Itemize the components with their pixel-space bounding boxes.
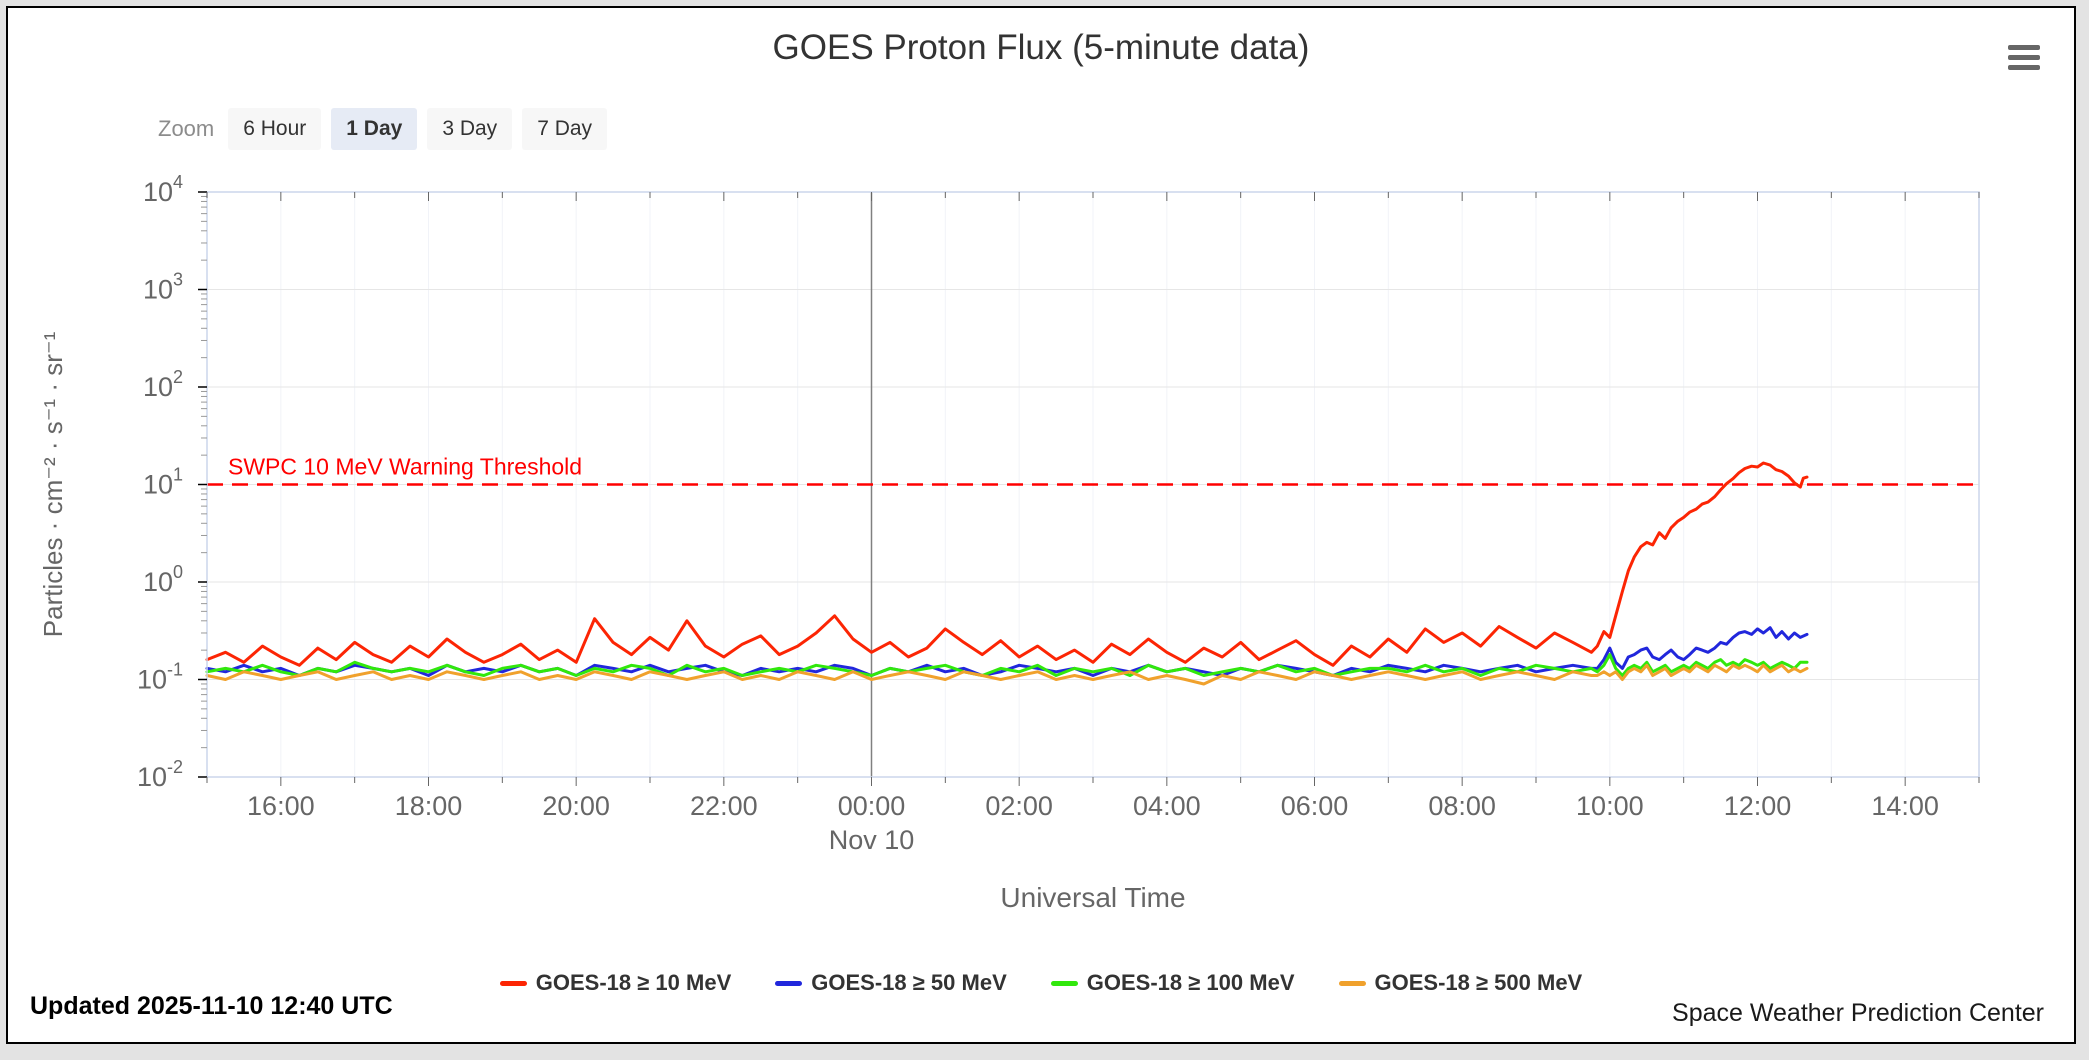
x-tick-label: 16:00: [247, 791, 315, 821]
zoom-button-6hour[interactable]: 6 Hour: [228, 108, 322, 150]
updated-timestamp: Updated 2025-11-10 12:40 UTC: [30, 992, 393, 1020]
hamburger-bar: [2008, 55, 2040, 60]
x-tick-label: 18:00: [395, 791, 463, 821]
x-tick-label: 06:00: [1281, 791, 1349, 821]
legend-item-4[interactable]: GOES-18 ≥ 500 MeV: [1338, 970, 1583, 996]
chart-title: GOES Proton Flux (5-minute data): [772, 28, 1310, 67]
swpc-credit: Space Weather Prediction Center: [1672, 999, 2044, 1027]
zoom-button-1day[interactable]: 1 Day: [331, 108, 418, 150]
series-line-4: [205, 663, 1809, 686]
legend-marker-icon: [1050, 980, 1078, 986]
x-tick-sublabel: Nov 10: [829, 825, 915, 855]
y-tick-label: 10-1: [137, 660, 183, 695]
legend-item-3[interactable]: GOES-18 ≥ 100 MeV: [1050, 970, 1295, 996]
x-axis-title: Universal Time: [1000, 882, 1185, 913]
zoom-toolbar: Zoom 6 Hour 1 Day 3 Day 7 Day: [158, 108, 608, 150]
zoom-toolbar-label: Zoom: [158, 116, 215, 141]
legend-marker-icon: [499, 980, 527, 986]
legend-marker-icon: [775, 980, 803, 986]
x-tick-label: 14:00: [1871, 791, 1939, 821]
x-tick-label: 04:00: [1133, 791, 1201, 821]
y-tick-label: 101: [143, 465, 183, 500]
legend-marker-icon: [1338, 980, 1366, 986]
y-tick-label: 10-2: [137, 757, 183, 792]
y-tick-label: 103: [143, 270, 183, 305]
x-tick-label: 20:00: [542, 791, 610, 821]
chart-legend: GOES-18 ≥ 10 MeV GOES-18 ≥ 50 MeV GOES-18 …: [8, 970, 2074, 996]
zoom-button-3day[interactable]: 3 Day: [427, 108, 513, 150]
y-axis-title: Particles · cm⁻² · s⁻¹ · sr⁻¹: [38, 331, 68, 637]
y-tick-label: 102: [143, 367, 183, 402]
legend-item-1[interactable]: GOES-18 ≥ 10 MeV: [499, 970, 732, 996]
legend-item-2[interactable]: GOES-18 ≥ 50 MeV: [775, 970, 1007, 996]
legend-label: GOES-18 ≥ 10 MeV: [535, 970, 732, 995]
hamburger-menu-icon[interactable]: [2008, 40, 2040, 75]
y-tick-label: 100: [143, 562, 183, 597]
x-tick-label: 02:00: [985, 791, 1053, 821]
hamburger-bar: [2008, 45, 2040, 50]
series-line-1: [205, 461, 1809, 667]
proton-flux-chart: SWPC 10 MeV Warning Threshold 104 103 102 10…: [38, 172, 1980, 913]
x-tick-label: 00:00: [838, 791, 906, 821]
legend-label: GOES-18 ≥ 50 MeV: [811, 970, 1007, 995]
hamburger-bar: [2008, 65, 2040, 70]
x-tick-label: 10:00: [1576, 791, 1644, 821]
y-tick-label: 104: [143, 172, 183, 207]
chart-frame: GOES Proton Flux (5-minute data) Zoom 6 …: [6, 6, 2076, 1044]
x-tick-label: 22:00: [690, 791, 758, 821]
zoom-button-7day[interactable]: 7 Day: [522, 108, 608, 150]
legend-label: GOES-18 ≥ 100 MeV: [1086, 970, 1295, 995]
x-tick-label: 12:00: [1724, 791, 1792, 821]
warning-threshold-label: SWPC 10 MeV Warning Threshold: [228, 454, 582, 480]
legend-label: GOES-18 ≥ 500 MeV: [1374, 970, 1583, 995]
series-line-3: [205, 653, 1809, 677]
x-tick-label: 08:00: [1428, 791, 1496, 821]
